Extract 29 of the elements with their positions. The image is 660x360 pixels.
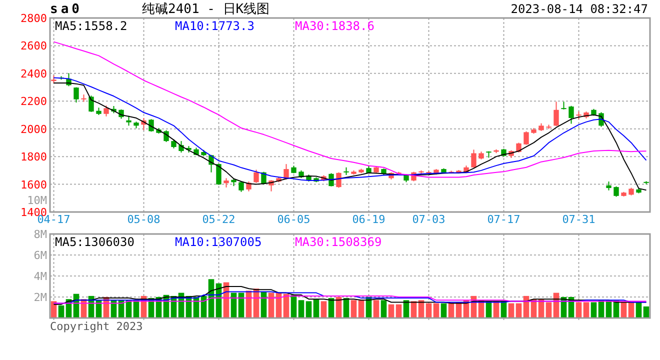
ytick: 2400 xyxy=(20,67,47,80)
ytick: 2200 xyxy=(20,95,47,108)
xtick: 07-17 xyxy=(487,213,520,226)
ytick: 2M xyxy=(34,291,47,304)
xtick: 06-19 xyxy=(352,213,386,226)
annotation: sa0 xyxy=(50,2,82,17)
title: 纯碱2401 - 日K线图 xyxy=(142,2,270,17)
legend: MA30:1508369 xyxy=(295,235,382,249)
ytick: 6M xyxy=(34,249,47,262)
xtick: 05-22 xyxy=(202,213,236,226)
xtick: 05-08 xyxy=(127,213,160,226)
legend: MA5:1558.2 xyxy=(55,19,128,33)
ytick: 2000 xyxy=(20,122,47,136)
ytick: 2600 xyxy=(20,40,47,53)
legend: MA30:1838.6 xyxy=(295,19,374,33)
ytick: 2800 xyxy=(20,12,47,25)
ytick: 1800 xyxy=(20,150,47,164)
legend: MA10:1307005 xyxy=(175,235,262,249)
subtitle: 2023-08-14 08:32:47 xyxy=(510,2,648,16)
ytick: 1600 xyxy=(20,178,47,192)
annotation: Copyright 2023 xyxy=(50,320,143,333)
xtick: 07-03 xyxy=(412,213,446,226)
legend: MA5:1306030 xyxy=(55,235,134,249)
legend: MA10:1773.3 xyxy=(175,19,254,33)
xtick: 06-05 xyxy=(277,213,310,226)
xtick: 07-31 xyxy=(562,213,596,226)
ytick: 4M xyxy=(34,270,47,283)
ytick: 8M xyxy=(34,228,47,241)
annotation: 10M xyxy=(27,194,47,207)
